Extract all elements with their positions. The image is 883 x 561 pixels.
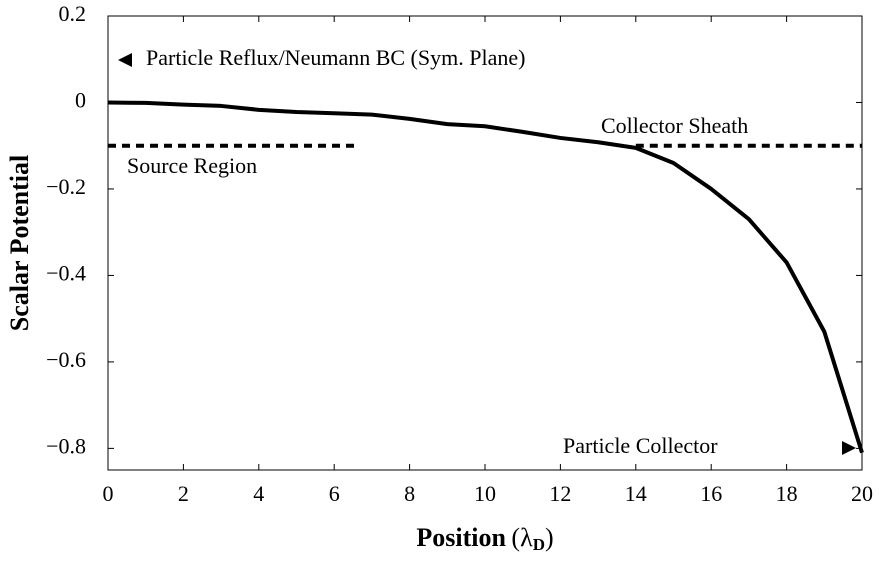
x-tick-label: 16	[700, 481, 722, 506]
x-label-close: )	[545, 523, 554, 552]
y-tick-label: 0.2	[59, 1, 87, 26]
plot-frame	[107, 15, 863, 471]
y-tick-label: −0.6	[46, 347, 86, 372]
x-tick-label: 2	[178, 481, 189, 506]
x-tick-label: 12	[549, 481, 571, 506]
left-arrow-marker	[118, 53, 132, 67]
x-tick-label: 18	[776, 481, 798, 506]
annotation: Source Region	[127, 153, 257, 178]
x-tick-label: 0	[103, 481, 114, 506]
y-axis-label: Scalar Potential	[5, 155, 34, 331]
x-tick-label: 4	[253, 481, 264, 506]
right-arrow-marker	[842, 441, 856, 455]
x-label-sub: D	[533, 535, 545, 554]
annotation: Particle Collector	[563, 433, 718, 458]
x-tick-label: 6	[329, 481, 340, 506]
data-line	[107, 100, 864, 454]
x-label-main: Position	[416, 523, 506, 552]
x-tick-label: 8	[404, 481, 415, 506]
y-tick-label: −0.2	[46, 174, 86, 199]
y-tick-label: −0.4	[46, 260, 86, 285]
y-tick-label: −0.8	[46, 433, 86, 458]
x-tick-label: 14	[625, 481, 647, 506]
x-tick-label: 20	[851, 481, 873, 506]
annotation: Particle Reflux/Neumann BC (Sym. Plane)	[146, 45, 525, 70]
x-axis-label: Position (λD)	[416, 523, 553, 554]
y-tick-label: 0	[75, 88, 86, 113]
x-label-unit: (λ	[511, 523, 533, 552]
x-tick-label: 10	[474, 481, 496, 506]
annotation: Collector Sheath	[601, 113, 748, 138]
